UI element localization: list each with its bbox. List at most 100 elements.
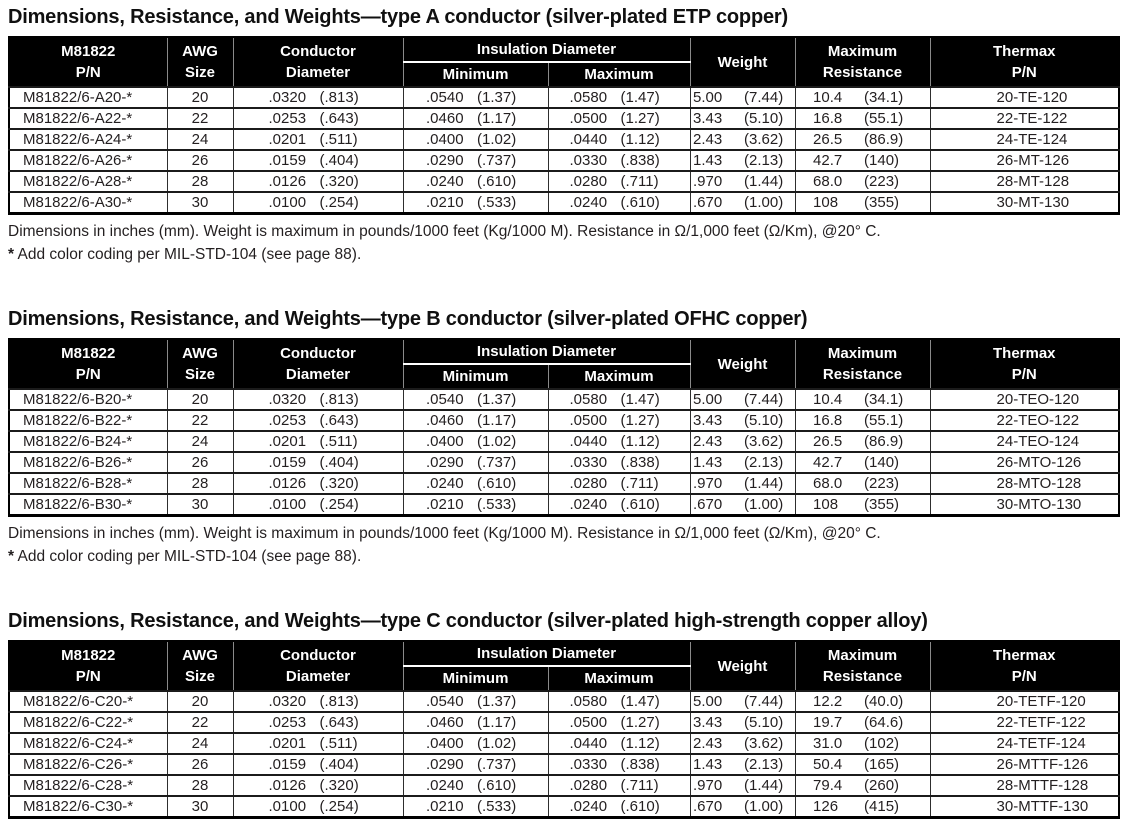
conductor-diameter-mm: (.813) xyxy=(319,693,359,710)
insulation-min-inches: .0400 xyxy=(426,131,464,148)
resistance-per-km: (102) xyxy=(864,735,900,752)
resistance-per-km: (34.1) xyxy=(864,89,904,106)
max-resistance-cell: 108 (355) xyxy=(794,493,931,516)
awg-size-cell: 30 xyxy=(166,191,233,214)
weight-pounds: .970 xyxy=(693,475,723,492)
insulation-min-mm: (1.02) xyxy=(477,131,517,148)
col-header-maximum-resistance: Maximum Resistance xyxy=(794,339,931,389)
weight-kg: (3.62) xyxy=(744,433,784,450)
resistance-per-feet: 126 xyxy=(813,798,839,815)
table-row: M81822/6-B30-* 30 .0100 (.254) .0210 (.533… xyxy=(9,493,1120,516)
conductor-diameter-inches: .0320 xyxy=(268,391,307,408)
awg-size-cell: 20 xyxy=(166,388,233,410)
weight-pounds: 5.00 xyxy=(693,89,723,106)
insulation-max-cell: .0580 (1.47) xyxy=(547,690,691,712)
insulation-min-cell: .0210 (.533) xyxy=(402,493,548,516)
table-row: M81822/6-B28-* 28 .0126 (.320) .0240 (.610… xyxy=(9,472,1120,494)
col-header-line: Maximum xyxy=(827,647,898,664)
col-header-line: P/N xyxy=(75,366,101,383)
resistance-per-feet: 42.7 xyxy=(813,454,843,471)
conductor-diameter-inches: .0320 xyxy=(268,693,307,710)
part-number-cell: M81822/6-A24-* xyxy=(9,128,167,150)
weight-kg: (7.44) xyxy=(744,693,784,710)
weight-cell: .970 (1.44) xyxy=(689,170,796,192)
col-header-insulation-diameter: Insulation Diameter xyxy=(402,339,691,365)
table-footnote-dimensions: Dimensions in inches (mm). Weight is max… xyxy=(8,223,881,240)
col-header-maximum-resistance: Maximum Resistance xyxy=(794,641,931,691)
weight-kg: (2.13) xyxy=(744,152,784,169)
table-header: M81822 P/N AWG Size Conductor Diameter Insu… xyxy=(9,339,1120,389)
awg-size-cell: 22 xyxy=(166,711,233,733)
thermax-pn-cell: 30-MTO-130 xyxy=(929,493,1120,516)
section-title: Dimensions, Resistance, and Weights—type… xyxy=(8,6,788,28)
conductor-diameter-mm: (.643) xyxy=(319,412,359,429)
table-row: M81822/6-B26-* 26 .0159 (.404) .0290 (.737… xyxy=(9,451,1120,473)
col-header-line: AWG xyxy=(182,647,218,664)
insulation-min-inches: .0290 xyxy=(426,756,464,773)
col-header-line: AWG xyxy=(182,43,218,60)
insulation-max-cell: .0580 (1.47) xyxy=(547,86,691,108)
resistance-per-km: (355) xyxy=(864,496,900,513)
insulation-max-inches: .0580 xyxy=(569,391,608,408)
col-header-line: Maximum xyxy=(827,345,898,362)
insulation-min-inches: .0540 xyxy=(426,693,464,710)
insulation-max-inches: .0240 xyxy=(569,496,608,513)
col-header-line: Size xyxy=(184,668,215,685)
resistance-per-feet: 68.0 xyxy=(813,173,843,190)
table-row: M81822/6-C20-* 20 .0320 (.813) .0540 (1.37… xyxy=(9,690,1120,712)
col-header-line: Conductor xyxy=(280,647,356,664)
weight-pounds: 5.00 xyxy=(693,693,723,710)
resistance-per-feet: 68.0 xyxy=(813,475,843,492)
insulation-min-mm: (.737) xyxy=(477,152,517,169)
conductor-diameter-cell: .0159 (.404) xyxy=(232,149,403,171)
conductor-diameter-cell: .0320 (.813) xyxy=(232,388,403,410)
weight-pounds: 3.43 xyxy=(693,412,723,429)
conductor-diameter-mm: (.320) xyxy=(319,173,359,190)
col-header-line: Diameter xyxy=(285,64,351,81)
conductor-diameter-mm: (.404) xyxy=(319,756,359,773)
insulation-min-mm: (1.37) xyxy=(477,693,517,710)
awg-size-cell: 20 xyxy=(166,690,233,712)
insulation-min-inches: .0240 xyxy=(426,777,464,794)
col-header-line: Resistance xyxy=(822,366,903,383)
conductor-diameter-mm: (.254) xyxy=(319,496,359,513)
conductor-diameter-cell: .0201 (.511) xyxy=(232,128,403,150)
max-resistance-cell: 68.0 (223) xyxy=(794,170,931,192)
thermax-pn-cell: 24-TE-124 xyxy=(929,128,1120,150)
resistance-per-feet: 10.4 xyxy=(813,391,843,408)
insulation-min-cell: .0240 (.610) xyxy=(402,170,548,192)
weight-kg: (1.00) xyxy=(744,496,784,513)
part-number-cell: M81822/6-C26-* xyxy=(9,753,167,775)
insulation-max-cell: .0280 (.711) xyxy=(547,774,691,796)
conductor-diameter-inches: .0159 xyxy=(268,756,307,773)
col-header-thermax-pn: Thermax P/N xyxy=(929,37,1120,87)
resistance-per-feet: 16.8 xyxy=(813,412,843,429)
col-header-line: Conductor xyxy=(280,345,356,362)
weight-cell: 5.00 (7.44) xyxy=(689,86,796,108)
insulation-max-inches: .0280 xyxy=(569,475,608,492)
insulation-max-inches: .0440 xyxy=(569,735,608,752)
resistance-per-km: (140) xyxy=(864,454,900,471)
resistance-per-feet: 10.4 xyxy=(813,89,843,106)
max-resistance-cell: 108 (355) xyxy=(794,191,931,214)
insulation-max-inches: .0500 xyxy=(569,412,608,429)
weight-kg: (3.62) xyxy=(744,131,784,148)
col-header-line: Resistance xyxy=(822,668,903,685)
conductor-diameter-mm: (.511) xyxy=(319,735,358,752)
awg-size-cell: 26 xyxy=(166,451,233,473)
resistance-per-feet: 26.5 xyxy=(813,433,843,450)
awg-size-cell: 30 xyxy=(166,795,233,818)
col-header-line: Resistance xyxy=(822,64,903,81)
insulation-min-inches: .0290 xyxy=(426,454,464,471)
max-resistance-cell: 10.4 (34.1) xyxy=(794,86,931,108)
weight-pounds: .670 xyxy=(693,496,723,513)
insulation-min-inches: .0240 xyxy=(426,475,464,492)
insulation-max-cell: .0240 (.610) xyxy=(547,493,691,516)
insulation-max-mm: (.610) xyxy=(620,798,660,815)
col-header-line: Size xyxy=(184,366,215,383)
conductor-diameter-cell: .0253 (.643) xyxy=(232,107,403,129)
weight-cell: .670 (1.00) xyxy=(689,795,796,818)
max-resistance-cell: 31.0 (102) xyxy=(794,732,931,754)
table-row: M81822/6-A30-* 30 .0100 (.254) .0210 (.533… xyxy=(9,191,1120,214)
insulation-min-cell: .0460 (1.17) xyxy=(402,409,548,431)
